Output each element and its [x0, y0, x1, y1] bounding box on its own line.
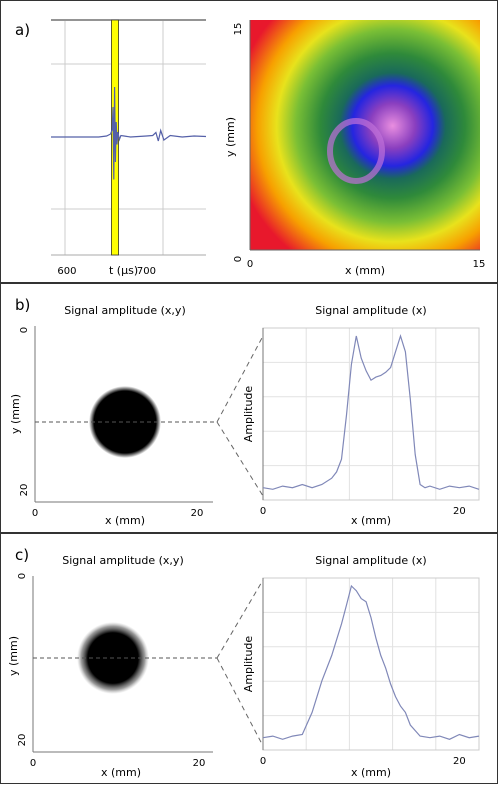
- map-y-label: y (mm): [7, 636, 20, 676]
- map-y-tick-label: 0: [17, 573, 28, 579]
- profile-x-tick-label: 20: [453, 506, 466, 517]
- amplitude-profile: 0 20 x (mm) Amplitude: [242, 577, 480, 779]
- profile-line: [262, 333, 480, 490]
- map-title: Signal amplitude (x,y): [62, 554, 183, 567]
- map-title: Signal amplitude (x,y): [64, 304, 185, 317]
- map-x-tick-label: 20: [193, 758, 206, 769]
- profile-x-ticks: 0 20: [260, 756, 466, 767]
- profile-x-label: x (mm): [351, 514, 391, 527]
- map-x-label: x (mm): [101, 766, 141, 779]
- profile-x-tick-label: 0: [260, 506, 266, 517]
- panel-label: c): [15, 546, 29, 564]
- map-y-tick-label: 20: [19, 484, 30, 497]
- cscan-x-tick-label: 0: [247, 259, 253, 270]
- waveform-x-tick-label: 600: [57, 266, 76, 277]
- waveform-x-label: t (µs): [109, 264, 138, 277]
- panel-a-canvas: a) 600 700 t (µs) 0 15 0 15 x (mm): [15, 19, 485, 277]
- cscan-inner-ring: [327, 118, 385, 184]
- waveform-x-ticks: 600 700: [57, 266, 156, 277]
- panel-b-canvas: b) Signal amplitude (x,y) 0 20 0 20 x (m…: [9, 296, 480, 527]
- profile-line: [262, 584, 480, 740]
- cscan-y-tick-label: 15: [233, 23, 244, 36]
- amplitude-map: 0 20 0 20 x (mm) y (mm): [9, 326, 217, 527]
- profile-title: Signal amplitude (x): [315, 304, 426, 317]
- profile-grid: [263, 328, 479, 500]
- panel-c-canvas: c) Signal amplitude (x,y) 0 20 0 20 x (m…: [7, 546, 480, 779]
- map-y-tick-label: 20: [17, 734, 28, 747]
- profile-frame: [262, 577, 480, 751]
- profile-y-label: Amplitude: [242, 636, 255, 693]
- waveform-line: [51, 86, 207, 180]
- profile-y-label: Amplitude: [242, 386, 255, 443]
- cscan-x-tick-label: 15: [473, 259, 486, 270]
- map-y-label: y (mm): [9, 394, 22, 434]
- map-y-tick-label: 0: [19, 327, 30, 333]
- panel-label: b): [15, 296, 30, 314]
- cscan-y-tick-label: 0: [233, 256, 244, 262]
- panel-c: c) Signal amplitude (x,y) 0 20 0 20 x (m…: [0, 533, 498, 784]
- profile-x-ticks: 0 20: [260, 506, 466, 517]
- amplitude-map: 0 20 0 20 x (mm) y (mm): [7, 573, 217, 779]
- cscan-image: [250, 20, 480, 250]
- cscan-plot: 0 15 0 15 x (mm) y (mm): [224, 20, 485, 277]
- cscan-y-label: y (mm): [224, 117, 237, 157]
- profile-x-label: x (mm): [351, 766, 391, 779]
- profile-frame: [262, 327, 480, 501]
- profile-grid: [263, 578, 479, 750]
- amplitude-profile: 0 20 x (mm) Amplitude: [242, 327, 480, 527]
- panel-a: a) 600 700 t (µs) 0 15 0 15 x (mm): [0, 0, 498, 283]
- zoom-connector-bottom: [216, 657, 264, 747]
- cscan-x-label: x (mm): [345, 264, 385, 277]
- map-x-tick-label: 0: [30, 758, 36, 769]
- zoom-connector-bottom: [216, 421, 264, 497]
- waveform-x-tick-label: 700: [137, 266, 156, 277]
- signal-spot: [89, 386, 161, 458]
- map-x-label: x (mm): [105, 514, 145, 527]
- profile-title: Signal amplitude (x): [315, 554, 426, 567]
- zoom-connector-top: [216, 579, 264, 659]
- map-x-tick-label: 0: [32, 508, 38, 519]
- waveform-plot: 600 700 t (µs): [51, 19, 207, 277]
- zoom-connector-top: [216, 335, 264, 423]
- panel-b: b) Signal amplitude (x,y) 0 20 0 20 x (m…: [0, 283, 498, 533]
- map-x-tick-label: 20: [191, 508, 204, 519]
- profile-x-tick-label: 0: [260, 756, 266, 767]
- panel-label: a): [15, 21, 30, 39]
- profile-x-tick-label: 20: [453, 756, 466, 767]
